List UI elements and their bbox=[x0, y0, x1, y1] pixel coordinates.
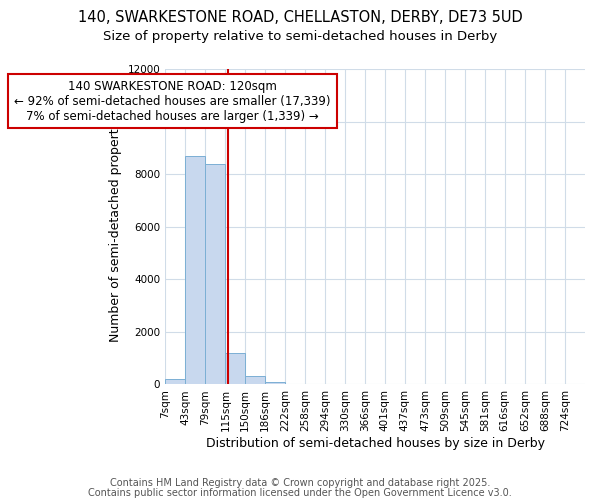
Bar bbox=[185, 156, 205, 384]
Text: Size of property relative to semi-detached houses in Derby: Size of property relative to semi-detach… bbox=[103, 30, 497, 43]
Y-axis label: Number of semi-detached properties: Number of semi-detached properties bbox=[109, 111, 122, 342]
Bar bbox=[245, 376, 265, 384]
Bar bbox=[226, 353, 245, 384]
Bar bbox=[265, 382, 285, 384]
Text: Contains HM Land Registry data © Crown copyright and database right 2025.: Contains HM Land Registry data © Crown c… bbox=[110, 478, 490, 488]
X-axis label: Distribution of semi-detached houses by size in Derby: Distribution of semi-detached houses by … bbox=[206, 437, 545, 450]
Bar bbox=[205, 164, 226, 384]
Text: Contains public sector information licensed under the Open Government Licence v3: Contains public sector information licen… bbox=[88, 488, 512, 498]
Text: 140 SWARKESTONE ROAD: 120sqm
← 92% of semi-detached houses are smaller (17,339)
: 140 SWARKESTONE ROAD: 120sqm ← 92% of se… bbox=[14, 80, 331, 122]
Text: 140, SWARKESTONE ROAD, CHELLASTON, DERBY, DE73 5UD: 140, SWARKESTONE ROAD, CHELLASTON, DERBY… bbox=[77, 10, 523, 25]
Bar bbox=[165, 379, 185, 384]
